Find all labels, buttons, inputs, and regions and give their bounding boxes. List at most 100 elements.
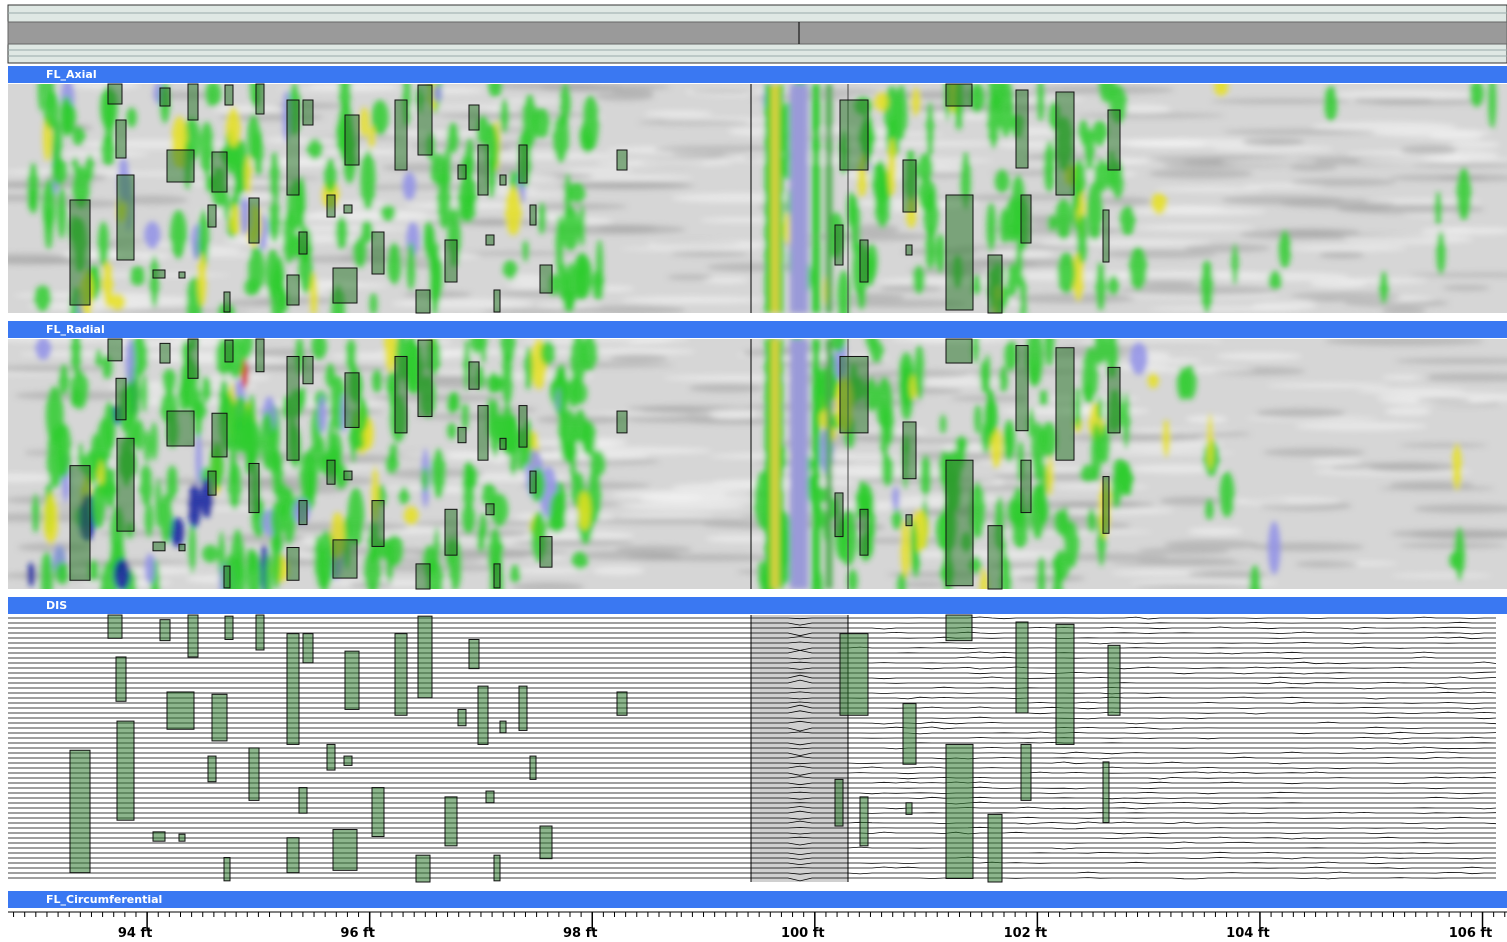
signal: [1268, 271, 1282, 290]
defect-box: [1108, 110, 1120, 170]
streak: [1416, 398, 1471, 402]
streak: [1016, 575, 1085, 582]
streak: [1188, 527, 1243, 535]
signal: [1048, 215, 1056, 232]
defect-box: [1016, 622, 1028, 713]
tick-label: 94 ft: [118, 926, 153, 941]
defect-box: [179, 272, 185, 278]
signal: [141, 375, 148, 412]
defect-box: [840, 356, 868, 432]
tick-label: 100 ft: [781, 926, 825, 941]
streak: [800, 89, 879, 94]
defect-box: [445, 797, 457, 846]
signal: [1005, 424, 1012, 457]
signal: [32, 494, 40, 533]
streak: [1149, 169, 1254, 179]
signal: [317, 437, 325, 473]
defect-box: [835, 225, 843, 265]
defect-box: [540, 265, 552, 293]
defect-box: [946, 460, 973, 586]
defect-box: [840, 634, 868, 716]
defect-box: [840, 100, 868, 170]
tick-label: 106 ft: [1449, 926, 1493, 941]
signal: [1454, 527, 1465, 580]
band: [826, 84, 832, 313]
signal: [430, 250, 442, 304]
defect-box: [299, 788, 307, 814]
signal: [130, 266, 146, 286]
signal: [888, 138, 896, 197]
panel-header[interactable]: [8, 321, 1507, 338]
defect-box: [835, 493, 843, 537]
signal: [380, 205, 395, 222]
signal: [57, 186, 66, 239]
streak: [265, 137, 341, 144]
scroll-bar[interactable]: [8, 22, 1507, 44]
signal: [1457, 167, 1471, 220]
signal: [34, 285, 52, 311]
streak: [1232, 497, 1341, 506]
panel-header[interactable]: [8, 597, 1507, 614]
streak: [998, 141, 1064, 149]
defect-box: [299, 501, 307, 525]
defect-box: [70, 200, 90, 305]
panel-header[interactable]: [8, 891, 1507, 908]
defect-box: [167, 411, 194, 446]
defect-box: [153, 542, 165, 551]
defect-box: [903, 422, 916, 479]
signal: [372, 369, 382, 393]
signal: [1177, 367, 1189, 400]
defect-box: [167, 692, 194, 729]
defect-box: [224, 858, 230, 881]
signal: [433, 85, 443, 102]
defect-box: [445, 240, 457, 282]
streak: [1222, 195, 1345, 204]
defect-box: [372, 232, 384, 274]
defect-box: [344, 756, 352, 765]
signal: [70, 388, 80, 407]
streak: [1389, 481, 1474, 488]
signal: [1232, 243, 1239, 284]
streak: [647, 240, 774, 249]
signal: [1268, 521, 1280, 575]
defect-box: [500, 438, 506, 449]
panel-title: FL_Axial: [46, 68, 97, 81]
signal: [145, 553, 156, 584]
defect-box: [1056, 624, 1074, 744]
streak: [1069, 433, 1201, 443]
defect-box: [395, 356, 407, 432]
streak: [645, 110, 713, 117]
signal: [1097, 396, 1103, 420]
defect-box: [179, 834, 185, 841]
defect-box: [208, 205, 216, 227]
defect-box: [70, 750, 90, 872]
signal: [1162, 420, 1170, 457]
streak: [1075, 113, 1225, 118]
signal: [387, 243, 401, 284]
defect-box: [1108, 367, 1120, 433]
signal: [205, 81, 221, 107]
defect-box: [160, 620, 170, 641]
signal: [492, 374, 502, 392]
signal: [42, 179, 55, 231]
signal: [407, 242, 416, 291]
signal: [533, 108, 551, 138]
streak: [705, 535, 771, 543]
streak: [592, 566, 645, 575]
defect-box: [617, 411, 627, 433]
signal: [389, 443, 397, 463]
band: [771, 84, 779, 313]
defect-box: [458, 709, 466, 725]
signal: [91, 434, 101, 473]
signal: [145, 503, 154, 538]
signal: [562, 205, 580, 251]
band: [812, 84, 820, 313]
defect-box: [1021, 195, 1031, 243]
signal: [912, 87, 921, 116]
streak: [1311, 459, 1361, 465]
streak: [212, 105, 282, 113]
panel-header[interactable]: [8, 66, 1507, 83]
band: [826, 339, 832, 589]
signal: [59, 364, 69, 396]
signal: [987, 89, 1000, 148]
